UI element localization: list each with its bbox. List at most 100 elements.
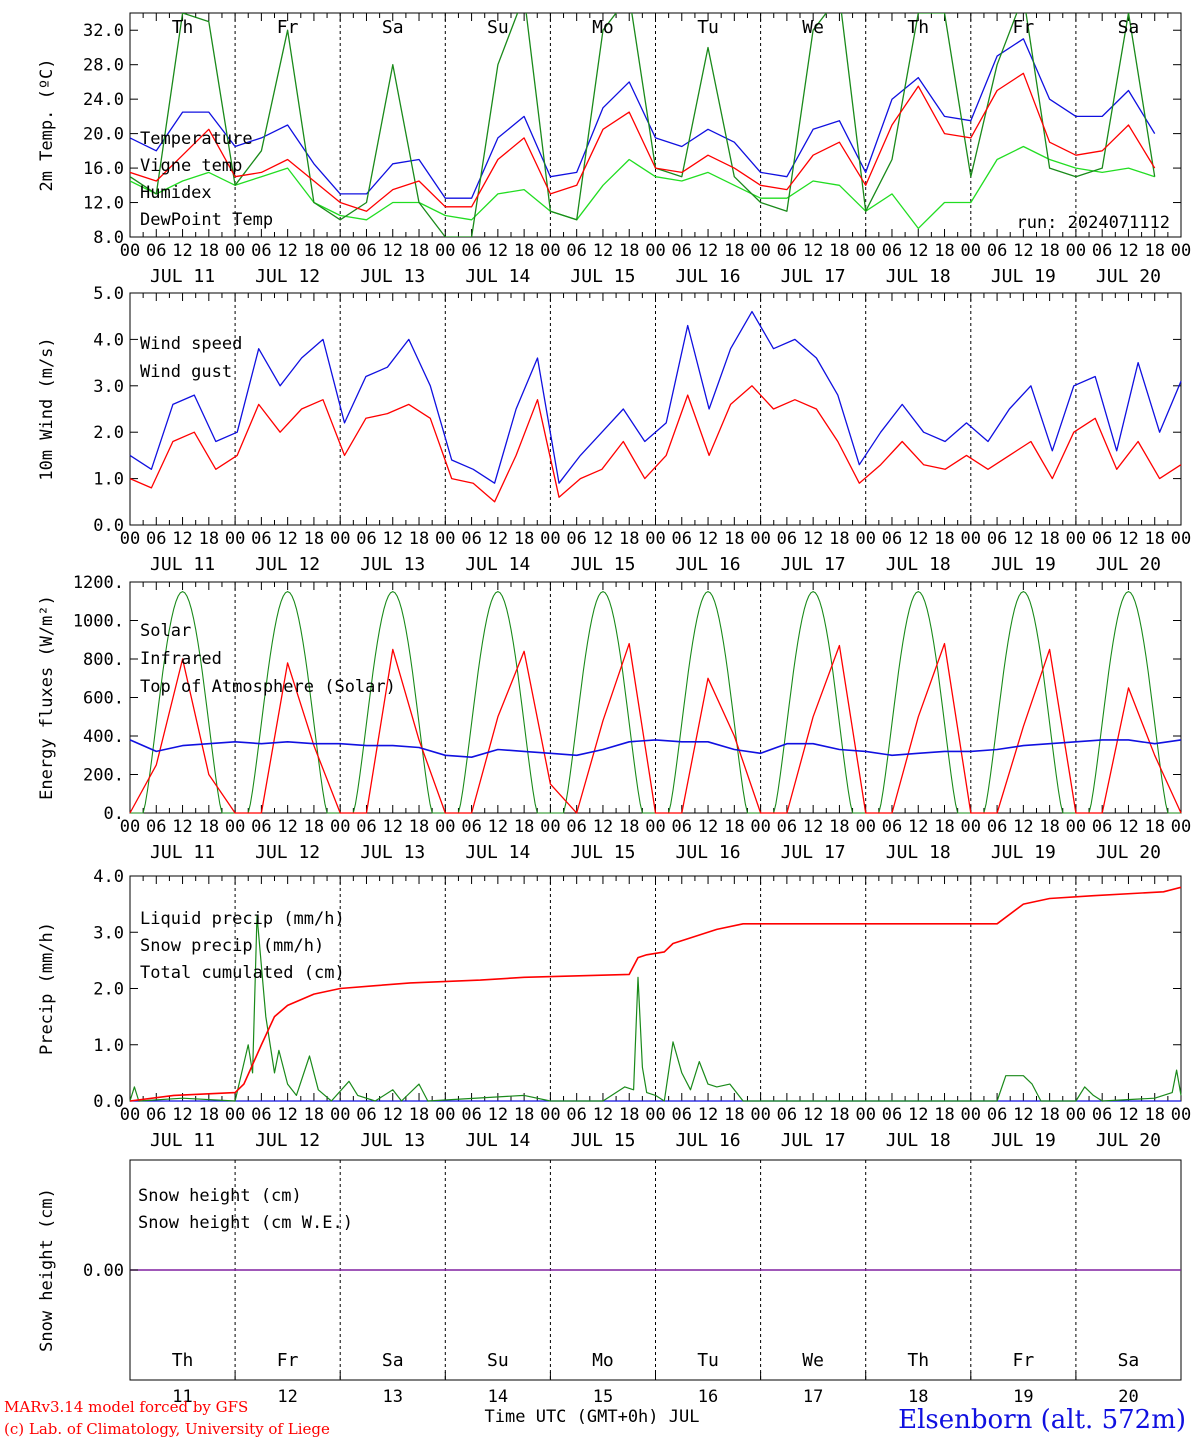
energy-legend-entry: Infrared xyxy=(140,649,222,669)
temp-hour-label: 12 xyxy=(698,241,718,261)
precip-y-tick-label: 4.0 xyxy=(93,867,124,887)
temp-y-axis-label: 2m Temp. (ºC) xyxy=(37,58,57,191)
precip-y-tick-label: 1.0 xyxy=(93,1036,124,1056)
temp-date-label: JUL 11 xyxy=(150,266,215,287)
day-number-label: 20 xyxy=(1118,1387,1138,1407)
weekday-label-bottom: Th xyxy=(172,1350,194,1371)
temp-y-tick-label: 24.0 xyxy=(83,90,124,110)
energy-panel: 0. 200. 400. 600. 800. 1000. 1200. Energy fluxe… xyxy=(37,573,1191,863)
energy-date-label: JUL 16 xyxy=(676,842,741,863)
temp-hour-label: 12 xyxy=(383,241,403,261)
precip-panel: 0.0 1.0 2.0 3.0 4.0 Precip (mm/h) Liquid preci… xyxy=(37,867,1191,1151)
precip-hour-label: 12 xyxy=(698,1105,718,1125)
precip-hour-label: 00 xyxy=(961,1105,981,1125)
energy-date-label: JUL 12 xyxy=(255,842,320,863)
temp-hour-label: 00 xyxy=(1066,241,1086,261)
temp-hour-label: 12 xyxy=(277,241,297,261)
energy-hour-label: 18 xyxy=(199,817,219,837)
day-number-label: 16 xyxy=(698,1387,718,1407)
precip-hour-label: 18 xyxy=(724,1105,744,1125)
precip-hour-label: 00 xyxy=(1066,1105,1086,1125)
energy-date-label: JUL 19 xyxy=(991,842,1056,863)
snow-y-tick-label: 0.00 xyxy=(83,1261,124,1281)
wind-hour-label: 18 xyxy=(934,529,954,549)
temp-y-tick-label: 12.0 xyxy=(83,194,124,214)
weekday-label-top: We xyxy=(802,17,824,38)
energy-y-tick-label: 1200. xyxy=(73,573,124,593)
temp-date-label: JUL 18 xyxy=(886,266,951,287)
energy-hour-label: 06 xyxy=(1092,817,1112,837)
precip-hour-label: 18 xyxy=(829,1105,849,1125)
precip-hour-label: 18 xyxy=(1144,1105,1164,1125)
precip-hour-label: 12 xyxy=(488,1105,508,1125)
precip-hour-label: 06 xyxy=(461,1105,481,1125)
energy-y-tick-label: 1000. xyxy=(73,612,124,632)
precip-y-axis-label: Precip (mm/h) xyxy=(37,922,57,1055)
temp-hour-label: 18 xyxy=(1039,241,1059,261)
wind-hour-label: 06 xyxy=(356,529,376,549)
temp-date-label: JUL 19 xyxy=(991,266,1056,287)
wind-hour-label: 18 xyxy=(619,529,639,549)
wind-hour-label: 06 xyxy=(987,529,1007,549)
wind-hour-label: 06 xyxy=(251,529,271,549)
wind-date-label: JUL 11 xyxy=(150,554,215,575)
energy-date-label: JUL 11 xyxy=(150,842,215,863)
wind-hour-label: 12 xyxy=(172,529,192,549)
temp-hour-label: 06 xyxy=(987,241,1007,261)
wind-hour-label: 12 xyxy=(803,529,823,549)
temp-hour-label: 00 xyxy=(855,241,875,261)
precip-hour-label: 06 xyxy=(987,1105,1007,1125)
precip-hour-label: 00 xyxy=(1171,1105,1191,1125)
energy-hour-label: 00 xyxy=(961,817,981,837)
energy-series-infrared xyxy=(129,739,1182,759)
weekday-label-bottom: Fr xyxy=(1013,1350,1035,1371)
wind-hour-label: 12 xyxy=(488,529,508,549)
energy-y-tick-label: 0. xyxy=(104,804,124,824)
precip-hour-label: 06 xyxy=(672,1105,692,1125)
temp-hour-label: 12 xyxy=(1118,241,1138,261)
weekday-label-bottom: Mo xyxy=(592,1350,614,1371)
precip-hour-label: 00 xyxy=(225,1105,245,1125)
energy-hour-label: 12 xyxy=(908,817,928,837)
energy-hour-label: 12 xyxy=(383,817,403,837)
energy-hour-label: 12 xyxy=(698,817,718,837)
wind-hour-label: 06 xyxy=(566,529,586,549)
wind-y-tick-label: 1.0 xyxy=(93,470,124,490)
wind-hour-label: 00 xyxy=(855,529,875,549)
weekday-label-top: Sa xyxy=(382,17,404,38)
temp-y-tick-label: 16.0 xyxy=(83,159,124,179)
energy-hour-label: 06 xyxy=(566,817,586,837)
energy-hour-label: 06 xyxy=(987,817,1007,837)
temp-series-dewpoint-temp xyxy=(130,145,1155,230)
precip-hour-label: 12 xyxy=(1013,1105,1033,1125)
precip-date-label: JUL 19 xyxy=(991,1130,1056,1151)
wind-hour-label: 00 xyxy=(1171,529,1191,549)
temp-hour-label: 06 xyxy=(1092,241,1112,261)
wind-hour-label: 06 xyxy=(146,529,166,549)
precip-date-label: JUL 18 xyxy=(886,1130,951,1151)
wind-hour-label: 06 xyxy=(777,529,797,549)
energy-date-label: JUL 17 xyxy=(781,842,846,863)
wind-date-label: JUL 12 xyxy=(255,554,320,575)
weekday-label-top: Fr xyxy=(277,17,299,38)
temp-hour-label: 06 xyxy=(146,241,166,261)
wind-hour-label: 12 xyxy=(277,529,297,549)
precip-hour-label: 06 xyxy=(356,1105,376,1125)
precip-hour-label: 18 xyxy=(304,1105,324,1125)
temp-date-label: JUL 14 xyxy=(465,266,530,287)
weekday-label-top: Mo xyxy=(592,17,614,38)
wind-y-axis-label: 10m Wind (m/s) xyxy=(37,337,57,480)
snow-legend-entry: Snow height (cm) xyxy=(138,1186,302,1206)
energy-hour-label: 00 xyxy=(1066,817,1086,837)
precip-hour-label: 06 xyxy=(566,1105,586,1125)
energy-hour-label: 06 xyxy=(882,817,902,837)
wind-hour-label: 00 xyxy=(1066,529,1086,549)
precip-date-label: JUL 17 xyxy=(781,1130,846,1151)
energy-hour-label: 00 xyxy=(645,817,665,837)
day-number-label: 14 xyxy=(488,1387,508,1407)
precip-hour-label: 00 xyxy=(540,1105,560,1125)
weekday-label-top: Th xyxy=(172,17,194,38)
temp-hour-label: 06 xyxy=(882,241,902,261)
precip-legend-entry: Total cumulated (cm) xyxy=(140,963,345,983)
